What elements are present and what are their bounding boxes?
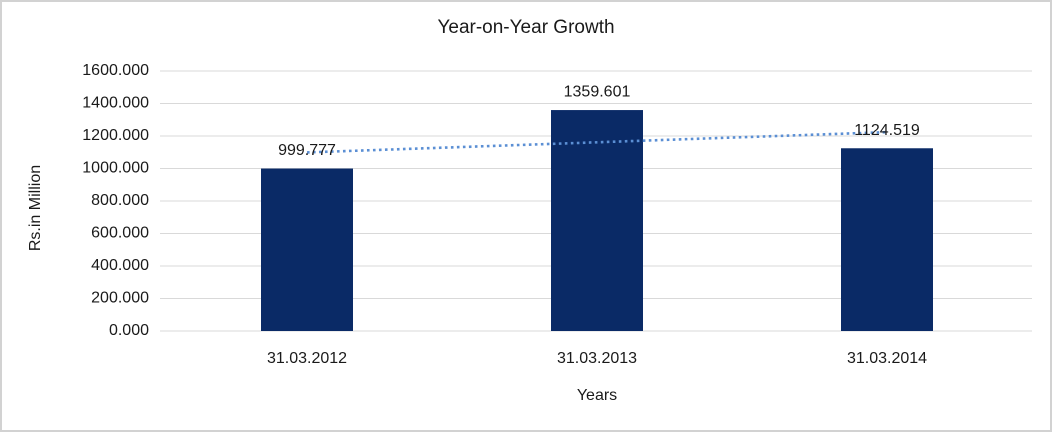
x-tick-label: 31.03.2014: [847, 350, 927, 367]
y-tick-label: 1400.000: [82, 95, 149, 112]
y-tick-label: 200.000: [91, 290, 149, 307]
y-tick-label: 600.000: [91, 225, 149, 242]
data-label: 999.777: [278, 142, 336, 159]
y-tick-label: 0.000: [109, 322, 149, 339]
x-tick-label: 31.03.2012: [267, 350, 347, 367]
bar: [551, 110, 643, 331]
bar: [261, 168, 353, 331]
trendline: [306, 130, 888, 154]
y-tick-label: 1600.000: [82, 62, 149, 79]
bar: [841, 148, 933, 331]
y-axis-title: Rs.in Million: [27, 164, 44, 252]
y-tick-label: 800.000: [91, 192, 149, 209]
y-tick-label: 1200.000: [82, 127, 149, 144]
x-axis-title: Years: [576, 387, 618, 404]
chart-title: Year-on-Year Growth: [437, 17, 615, 38]
y-tick-label: 400.000: [91, 257, 149, 274]
data-label: 1359.601: [564, 84, 631, 101]
data-label: 1124.519: [854, 122, 920, 139]
x-tick-label: 31.03.2013: [557, 350, 637, 367]
y-tick-label: 1000.000: [82, 160, 149, 177]
